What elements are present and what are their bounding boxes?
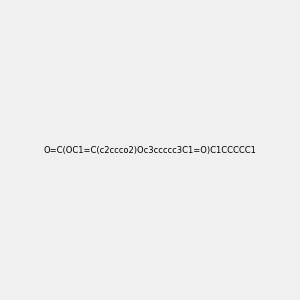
Text: O=C(OC1=C(c2ccco2)Oc3ccccc3C1=O)C1CCCCC1: O=C(OC1=C(c2ccco2)Oc3ccccc3C1=O)C1CCCCC1 [44, 146, 256, 154]
